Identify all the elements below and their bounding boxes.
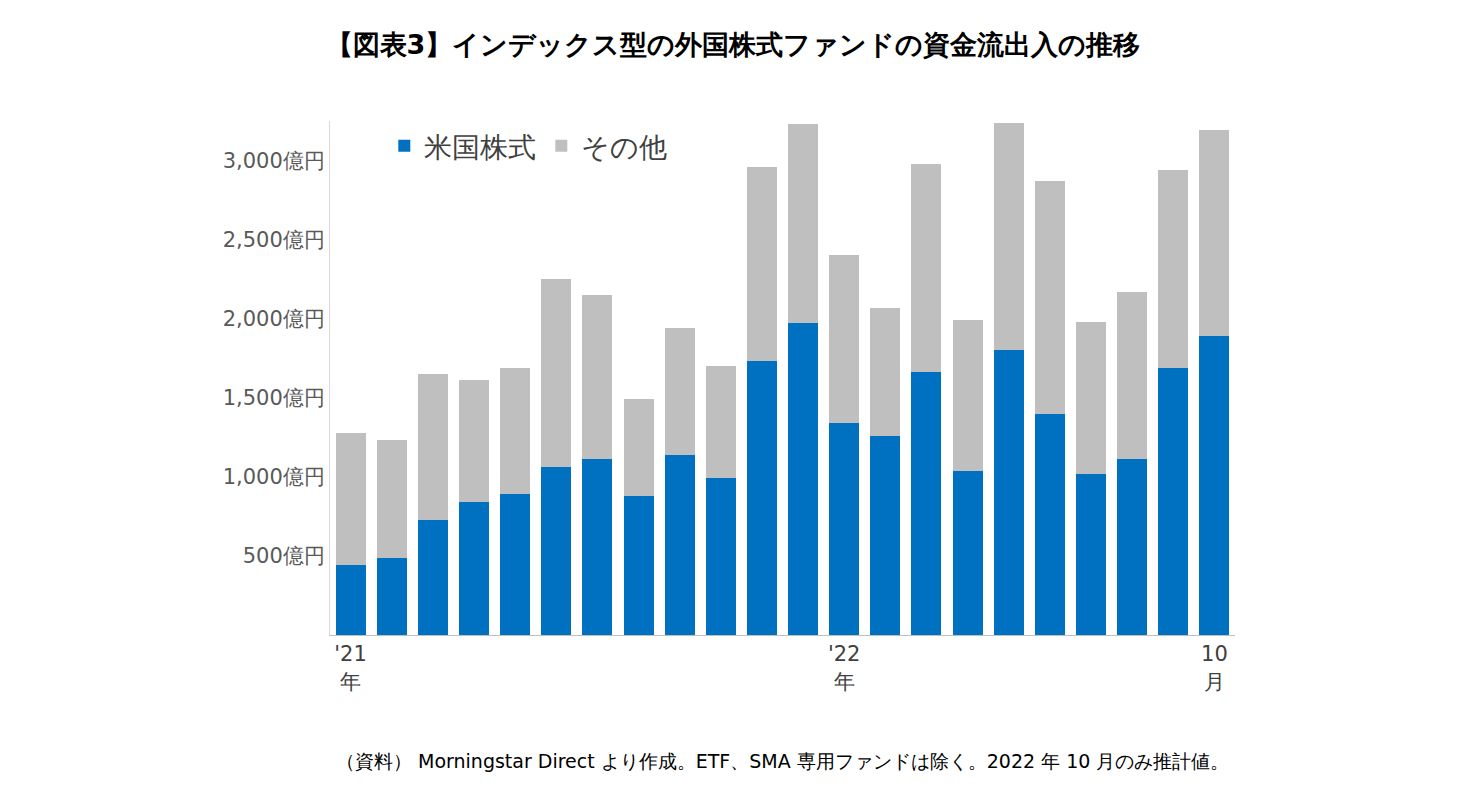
svg-text:'21年: '21年 [334,642,367,693]
svg-text:2,000億円: 2,000億円 [223,307,325,331]
svg-text:'22年: '22年 [828,642,861,693]
svg-text:1,500億円: 1,500億円 [223,386,325,410]
svg-text:（資料） Morningstar Direct より作成。E: （資料） Morningstar Direct より作成。ETF、SMA 専用フ… [336,750,1229,772]
svg-text:2,500億円: 2,500億円 [223,228,325,252]
svg-text:米国株式: 米国株式 [424,131,536,164]
svg-text:その他: その他 [581,131,667,164]
svg-text:10月: 10月 [1201,642,1228,693]
svg-text:3,000億円: 3,000億円 [223,149,325,173]
svg-text:1,000億円: 1,000億円 [223,465,325,489]
svg-text:500億円: 500億円 [243,544,325,568]
svg-text:【図表3】インデックス型の外国株式ファンドの資金流出入の推移: 【図表3】インデックス型の外国株式ファンドの資金流出入の推移 [326,29,1141,60]
